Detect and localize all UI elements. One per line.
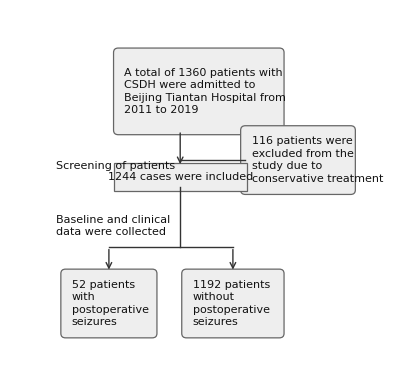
Text: 116 patients were
excluded from the
study due to
conservative treatment: 116 patients were excluded from the stud… (252, 137, 383, 184)
Text: Baseline and clinical
data were collected: Baseline and clinical data were collecte… (56, 215, 170, 237)
FancyBboxPatch shape (241, 126, 355, 194)
Text: 1192 patients
without
postoperative
seizures: 1192 patients without postoperative seiz… (193, 280, 270, 327)
Text: 52 patients
with
postoperative
seizures: 52 patients with postoperative seizures (72, 280, 149, 327)
FancyBboxPatch shape (61, 269, 157, 338)
FancyBboxPatch shape (182, 269, 284, 338)
FancyBboxPatch shape (114, 48, 284, 135)
Text: 1244 cases were included: 1244 cases were included (108, 172, 253, 182)
Text: Screening of patients: Screening of patients (56, 161, 175, 171)
FancyBboxPatch shape (114, 163, 247, 191)
Text: A total of 1360 patients with
CSDH were admitted to
Beijing Tiantan Hospital fro: A total of 1360 patients with CSDH were … (124, 68, 286, 115)
